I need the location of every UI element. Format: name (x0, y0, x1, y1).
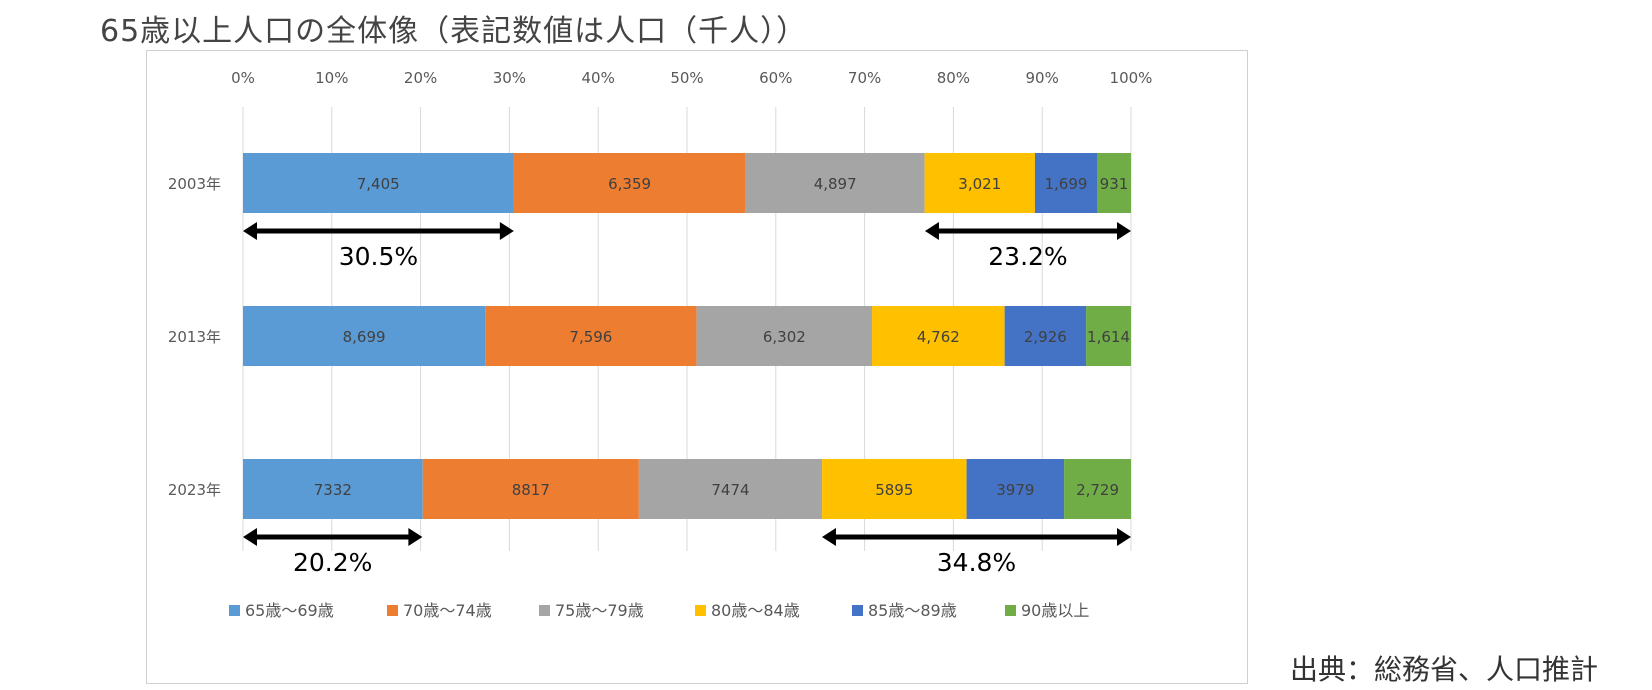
x-tick-label: 100% (1110, 69, 1153, 87)
legend-swatch (695, 605, 706, 616)
stacked-bar-chart: 0% 10% 20% 30% 40% 50% 60% 70% 80% 90% 100% 7,405 6,… (168, 69, 1153, 620)
legend-swatch (1005, 605, 1016, 616)
category-label: 2003年 (168, 175, 221, 193)
x-tick-label: 30% (493, 69, 526, 87)
bar-segment (485, 306, 697, 366)
bar-segment (822, 459, 967, 519)
x-tick-label: 60% (759, 69, 792, 87)
legend-label: 85歳～89歳 (868, 601, 957, 620)
data-label: 7474 (711, 481, 749, 499)
range-percentage-label: 20.2% (293, 548, 372, 577)
x-tick-label: 90% (1026, 69, 1059, 87)
range-arrow (924, 222, 1131, 240)
data-label: 4,897 (814, 175, 857, 193)
x-tick-label: 80% (937, 69, 970, 87)
data-label: 3979 (996, 481, 1034, 499)
arrow-head-right (408, 528, 423, 546)
legend-item: 75歳～79歳 (539, 601, 644, 620)
arrow-head-left (821, 528, 836, 546)
legend-label: 75歳～79歳 (555, 601, 644, 620)
legend-label: 70歳～74歳 (403, 601, 492, 620)
range-arrow (243, 528, 423, 546)
arrow-head-left (924, 222, 939, 240)
legend-label: 65歳～69歳 (245, 601, 334, 620)
x-tick-label: 0% (231, 69, 255, 87)
x-tick-label: 40% (582, 69, 615, 87)
arrow-head-right (499, 222, 514, 240)
data-label: 8,699 (343, 328, 386, 346)
bar-segment (1004, 306, 1087, 366)
legend-item: 70歳～74歳 (387, 601, 492, 620)
category-label: 2013年 (168, 328, 221, 346)
bar-segment (1096, 153, 1131, 213)
data-label: 2,729 (1076, 481, 1119, 499)
bar-segment (243, 459, 423, 519)
x-tick-label: 50% (670, 69, 703, 87)
bar-segment (422, 459, 639, 519)
data-label: 6,359 (608, 175, 651, 193)
bar-segment (638, 459, 823, 519)
data-label: 7,596 (569, 328, 612, 346)
bar-segment (872, 306, 1005, 366)
data-label: 8817 (512, 481, 550, 499)
data-label: 5895 (875, 481, 913, 499)
data-label: 7332 (314, 481, 352, 499)
bar-segment (745, 153, 925, 213)
bar-segment (1034, 153, 1097, 213)
legend-swatch (387, 605, 398, 616)
data-label: 3,021 (958, 175, 1001, 193)
bar-segment (1064, 459, 1131, 519)
data-label: 1,699 (1044, 175, 1087, 193)
range-percentage-label: 34.8% (937, 548, 1016, 577)
data-label: 2,926 (1024, 328, 1067, 346)
data-label: 7,405 (357, 175, 400, 193)
data-label: 4,762 (917, 328, 960, 346)
legend-swatch (539, 605, 550, 616)
legend-swatch (852, 605, 863, 616)
arrow-head-left (243, 222, 257, 240)
bar-segment (243, 306, 486, 366)
bar-segment (696, 306, 873, 366)
chart-frame: 0% 10% 20% 30% 40% 50% 60% 70% 80% 90% 100% 7,405 6,… (146, 50, 1248, 684)
bar-segment (243, 153, 514, 213)
source-note: 出典：総務省、人口推計 (1290, 653, 1599, 686)
range-arrow (821, 528, 1131, 546)
x-tick-label: 10% (315, 69, 348, 87)
legend-swatch (229, 605, 240, 616)
x-tick-label: 70% (848, 69, 881, 87)
data-label: 6,302 (763, 328, 806, 346)
range-percentage-label: 23.2% (988, 242, 1067, 271)
bar-segment (513, 153, 746, 213)
legend-item: 85歳～89歳 (852, 601, 957, 620)
legend-item: 65歳～69歳 (229, 601, 334, 620)
x-tick-label: 20% (404, 69, 437, 87)
data-label: 931 (1100, 175, 1129, 193)
bar-segment (966, 459, 1065, 519)
legend-item: 90歳以上 (1005, 601, 1089, 620)
bar-segment (924, 153, 1035, 213)
range-arrow (243, 222, 514, 240)
arrow-head-right (1117, 222, 1131, 240)
arrow-head-right (1117, 528, 1131, 546)
data-label: 1,614 (1087, 328, 1130, 346)
range-percentage-label: 30.5% (339, 242, 418, 271)
legend-item: 80歳～84歳 (695, 601, 800, 620)
category-label: 2023年 (168, 481, 221, 499)
legend-label: 80歳～84歳 (711, 601, 800, 620)
chart-title: 65歳以上人口の全体像（表記数値は人口（千人）） (100, 14, 808, 49)
legend-label: 90歳以上 (1021, 601, 1089, 620)
bar-segment (1086, 306, 1131, 366)
arrow-head-left (243, 528, 257, 546)
